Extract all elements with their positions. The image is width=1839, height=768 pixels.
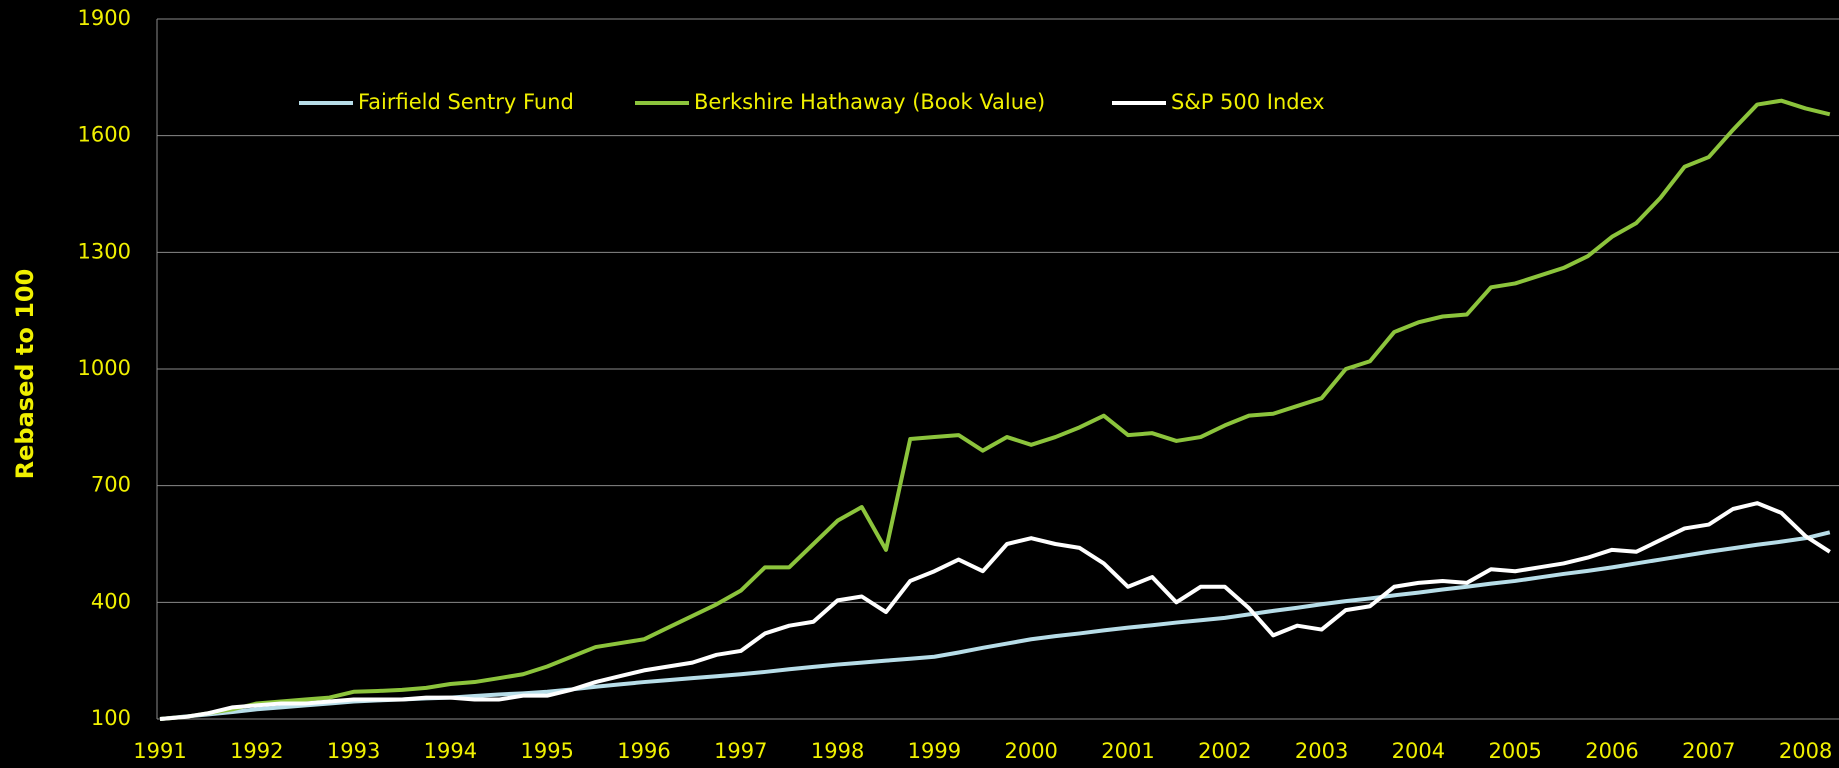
y-tick-label: 1000 — [78, 356, 131, 380]
x-tick-label: 2000 — [1004, 739, 1057, 763]
legend-label: Fairfield Sentry Fund — [358, 90, 574, 114]
x-tick-label: 1991 — [133, 739, 186, 763]
x-tick-label: 2002 — [1198, 739, 1251, 763]
x-tick-label: 2006 — [1585, 739, 1638, 763]
x-tick-label: 1996 — [617, 739, 670, 763]
series-line — [159, 501, 1831, 721]
x-tick-label: 2008 — [1779, 739, 1832, 763]
x-tick-label: 1997 — [714, 739, 767, 763]
legend-label: Berkshire Hathaway (Book Value) — [694, 90, 1045, 114]
x-tick-label: 2007 — [1682, 739, 1735, 763]
y-tick-label: 1600 — [78, 123, 131, 147]
legend-label: S&P 500 Index — [1171, 90, 1325, 114]
y-tick-label: 700 — [91, 473, 131, 497]
x-tick-label: 2003 — [1295, 739, 1348, 763]
y-axis-label: Rebased to 100 — [11, 269, 39, 480]
x-tick-label: 1993 — [327, 739, 380, 763]
x-tick-label: 2005 — [1488, 739, 1541, 763]
y-tick-label: 1900 — [78, 6, 131, 30]
x-tick-label: 2001 — [1101, 739, 1154, 763]
x-tick-label: 1995 — [520, 739, 573, 763]
x-tick-label: 1999 — [908, 739, 961, 763]
x-tick-label: 1994 — [424, 739, 477, 763]
y-tick-label: 100 — [91, 706, 131, 730]
x-tick-label: 2004 — [1392, 739, 1445, 763]
series-line — [159, 98, 1831, 721]
y-tick-label: 400 — [91, 589, 131, 613]
x-tick-label: 1998 — [811, 739, 864, 763]
x-tick-label: 1992 — [230, 739, 283, 763]
y-tick-label: 1300 — [78, 239, 131, 263]
